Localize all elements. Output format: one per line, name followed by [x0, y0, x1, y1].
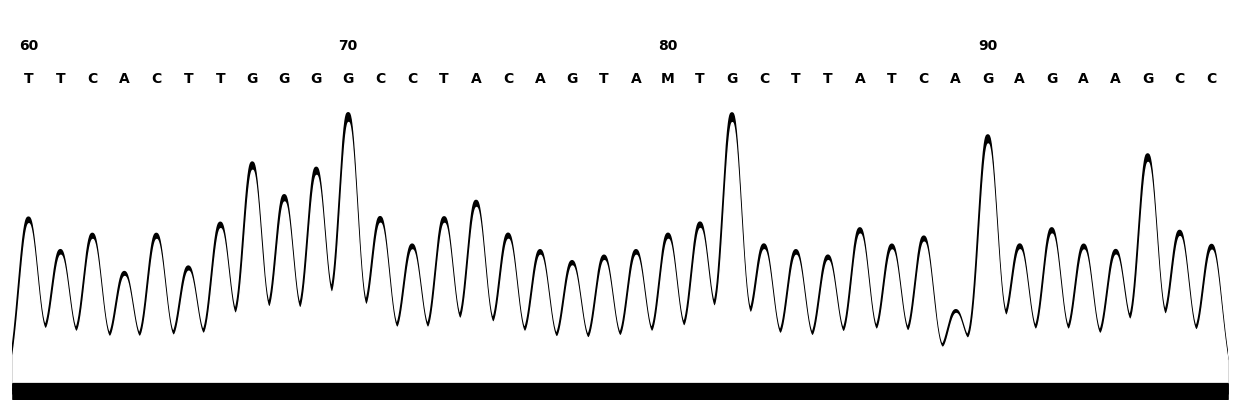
Text: T: T — [439, 72, 449, 86]
Text: A: A — [119, 72, 130, 86]
Text: T: T — [791, 72, 801, 86]
Text: A: A — [1079, 72, 1089, 86]
Text: C: C — [1174, 72, 1184, 86]
Text: G: G — [279, 72, 290, 86]
Text: C: C — [919, 72, 929, 86]
Text: T: T — [56, 72, 66, 86]
Text: A: A — [1014, 72, 1025, 86]
Text: G: G — [342, 72, 353, 86]
Text: G: G — [1142, 72, 1153, 86]
Text: G: G — [247, 72, 258, 86]
Text: G: G — [727, 72, 738, 86]
Text: T: T — [24, 72, 33, 86]
Text: A: A — [631, 72, 641, 86]
Text: A: A — [1110, 72, 1121, 86]
Text: 60: 60 — [19, 39, 38, 54]
Text: A: A — [950, 72, 961, 86]
Text: T: T — [184, 72, 193, 86]
Text: T: T — [823, 72, 833, 86]
Text: 90: 90 — [978, 39, 997, 54]
Text: C: C — [759, 72, 769, 86]
Text: 80: 80 — [658, 39, 677, 54]
Text: M: M — [661, 72, 675, 86]
Text: C: C — [407, 72, 418, 86]
Text: T: T — [696, 72, 704, 86]
Text: A: A — [471, 72, 481, 86]
Text: G: G — [982, 72, 993, 86]
Text: A: A — [854, 72, 866, 86]
Text: 70: 70 — [339, 39, 358, 54]
Text: C: C — [374, 72, 386, 86]
Text: T: T — [216, 72, 226, 86]
Text: C: C — [87, 72, 98, 86]
Text: T: T — [887, 72, 897, 86]
Text: C: C — [503, 72, 513, 86]
Text: G: G — [310, 72, 322, 86]
Text: C: C — [1207, 72, 1216, 86]
Text: G: G — [567, 72, 578, 86]
Text: T: T — [599, 72, 609, 86]
Text: C: C — [151, 72, 161, 86]
Text: A: A — [534, 72, 546, 86]
Text: G: G — [1047, 72, 1058, 86]
